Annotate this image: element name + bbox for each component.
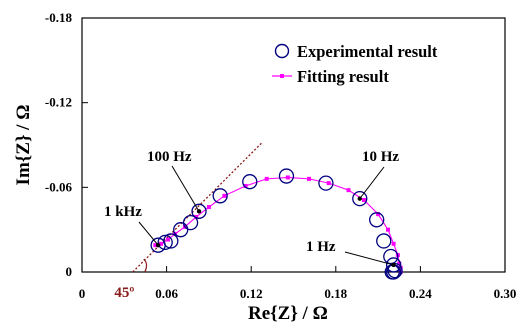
experimental-point [376, 233, 392, 249]
experimental-point [242, 174, 258, 190]
x-tick-label: 0.30 [494, 286, 517, 301]
experimental-point [385, 257, 402, 273]
fitting-point [166, 237, 171, 242]
fitting-point [158, 241, 163, 246]
y-axis-title: Im{Z} / Ω [13, 105, 34, 186]
fitting-point [362, 198, 366, 203]
legend-marker-experimental [274, 43, 290, 59]
axis-layer: 0 0.06 0.12 0.18 0.24 0.30 0 -0.06 -0.12 -0.18 [45, 10, 516, 301]
annotation-arrowhead [391, 262, 396, 268]
legend-label-fitting: Fitting result [297, 67, 389, 86]
y-tick-label: -0.12 [45, 95, 72, 110]
annotation-arrowhead [357, 196, 362, 201]
fitting-point [264, 176, 269, 181]
x-tick-label: 0 [79, 286, 86, 301]
fitting-point [307, 176, 312, 181]
y-tick-label: -0.06 [45, 179, 73, 194]
annotation-leader-line [344, 251, 394, 266]
experimental-point [157, 234, 173, 251]
annotation-label: 1 kHz [104, 204, 142, 220]
experimental-point [383, 248, 399, 265]
annotation-label: 100 Hz [147, 149, 192, 165]
annotation-leader-line [359, 166, 385, 199]
x-axis-title: Re{Z} / Ω [248, 303, 328, 324]
fitting-point [376, 212, 381, 217]
x-tick-label: 0.18 [324, 286, 347, 301]
annotation-label: 10 Hz [362, 149, 399, 165]
experimental-point [352, 190, 368, 207]
reference-45-degree-line [132, 141, 263, 273]
experimental-point [278, 168, 295, 184]
annotation-arrowhead [155, 242, 161, 248]
x-tick-label: 0.24 [409, 286, 432, 301]
fitting-point [346, 188, 351, 193]
fitting-point [285, 175, 290, 180]
annotation-layer: 1 kHz 100 Hz 10 Hz 1 Hz [104, 149, 399, 268]
legend-label-experimental: Experimental result [297, 42, 438, 61]
experimental-point [369, 212, 385, 228]
fitting-point [222, 193, 227, 198]
experimental-point [191, 203, 207, 219]
fitting-point [153, 243, 158, 248]
angle-arc [143, 258, 148, 273]
reference-angle-label: 45º [114, 285, 134, 301]
y-tick-label: 0 [66, 264, 73, 279]
experimental-point [163, 233, 179, 249]
fitting-point [397, 261, 402, 266]
plot-frame [81, 17, 506, 273]
fitting-point [326, 181, 331, 186]
annotation-arrowhead [196, 209, 202, 214]
fitting-point [385, 227, 390, 232]
fitting-series-layer [153, 175, 403, 274]
annotation-label: 1 Hz [306, 239, 336, 255]
experimental-point [212, 188, 228, 204]
fitting-point [391, 241, 396, 246]
experimental-point [182, 214, 199, 231]
fitting-point [194, 214, 199, 219]
x-tick-label: 0.06 [155, 286, 178, 301]
x-tick-label: 0.12 [240, 286, 263, 301]
reference-line-layer: 45º [114, 141, 263, 301]
fitting-point [243, 183, 248, 188]
annotation-leader-line [138, 221, 159, 246]
legend-marker-fitting [280, 74, 284, 78]
y-tick-label: -0.18 [45, 10, 73, 25]
fitting-point [206, 205, 211, 210]
annotation-leader-line [171, 165, 200, 212]
legend: Experimental result Fitting result [272, 42, 438, 86]
experimental-series-layer [150, 168, 403, 280]
experimental-point [318, 175, 334, 191]
fitting-series-line [155, 176, 402, 272]
